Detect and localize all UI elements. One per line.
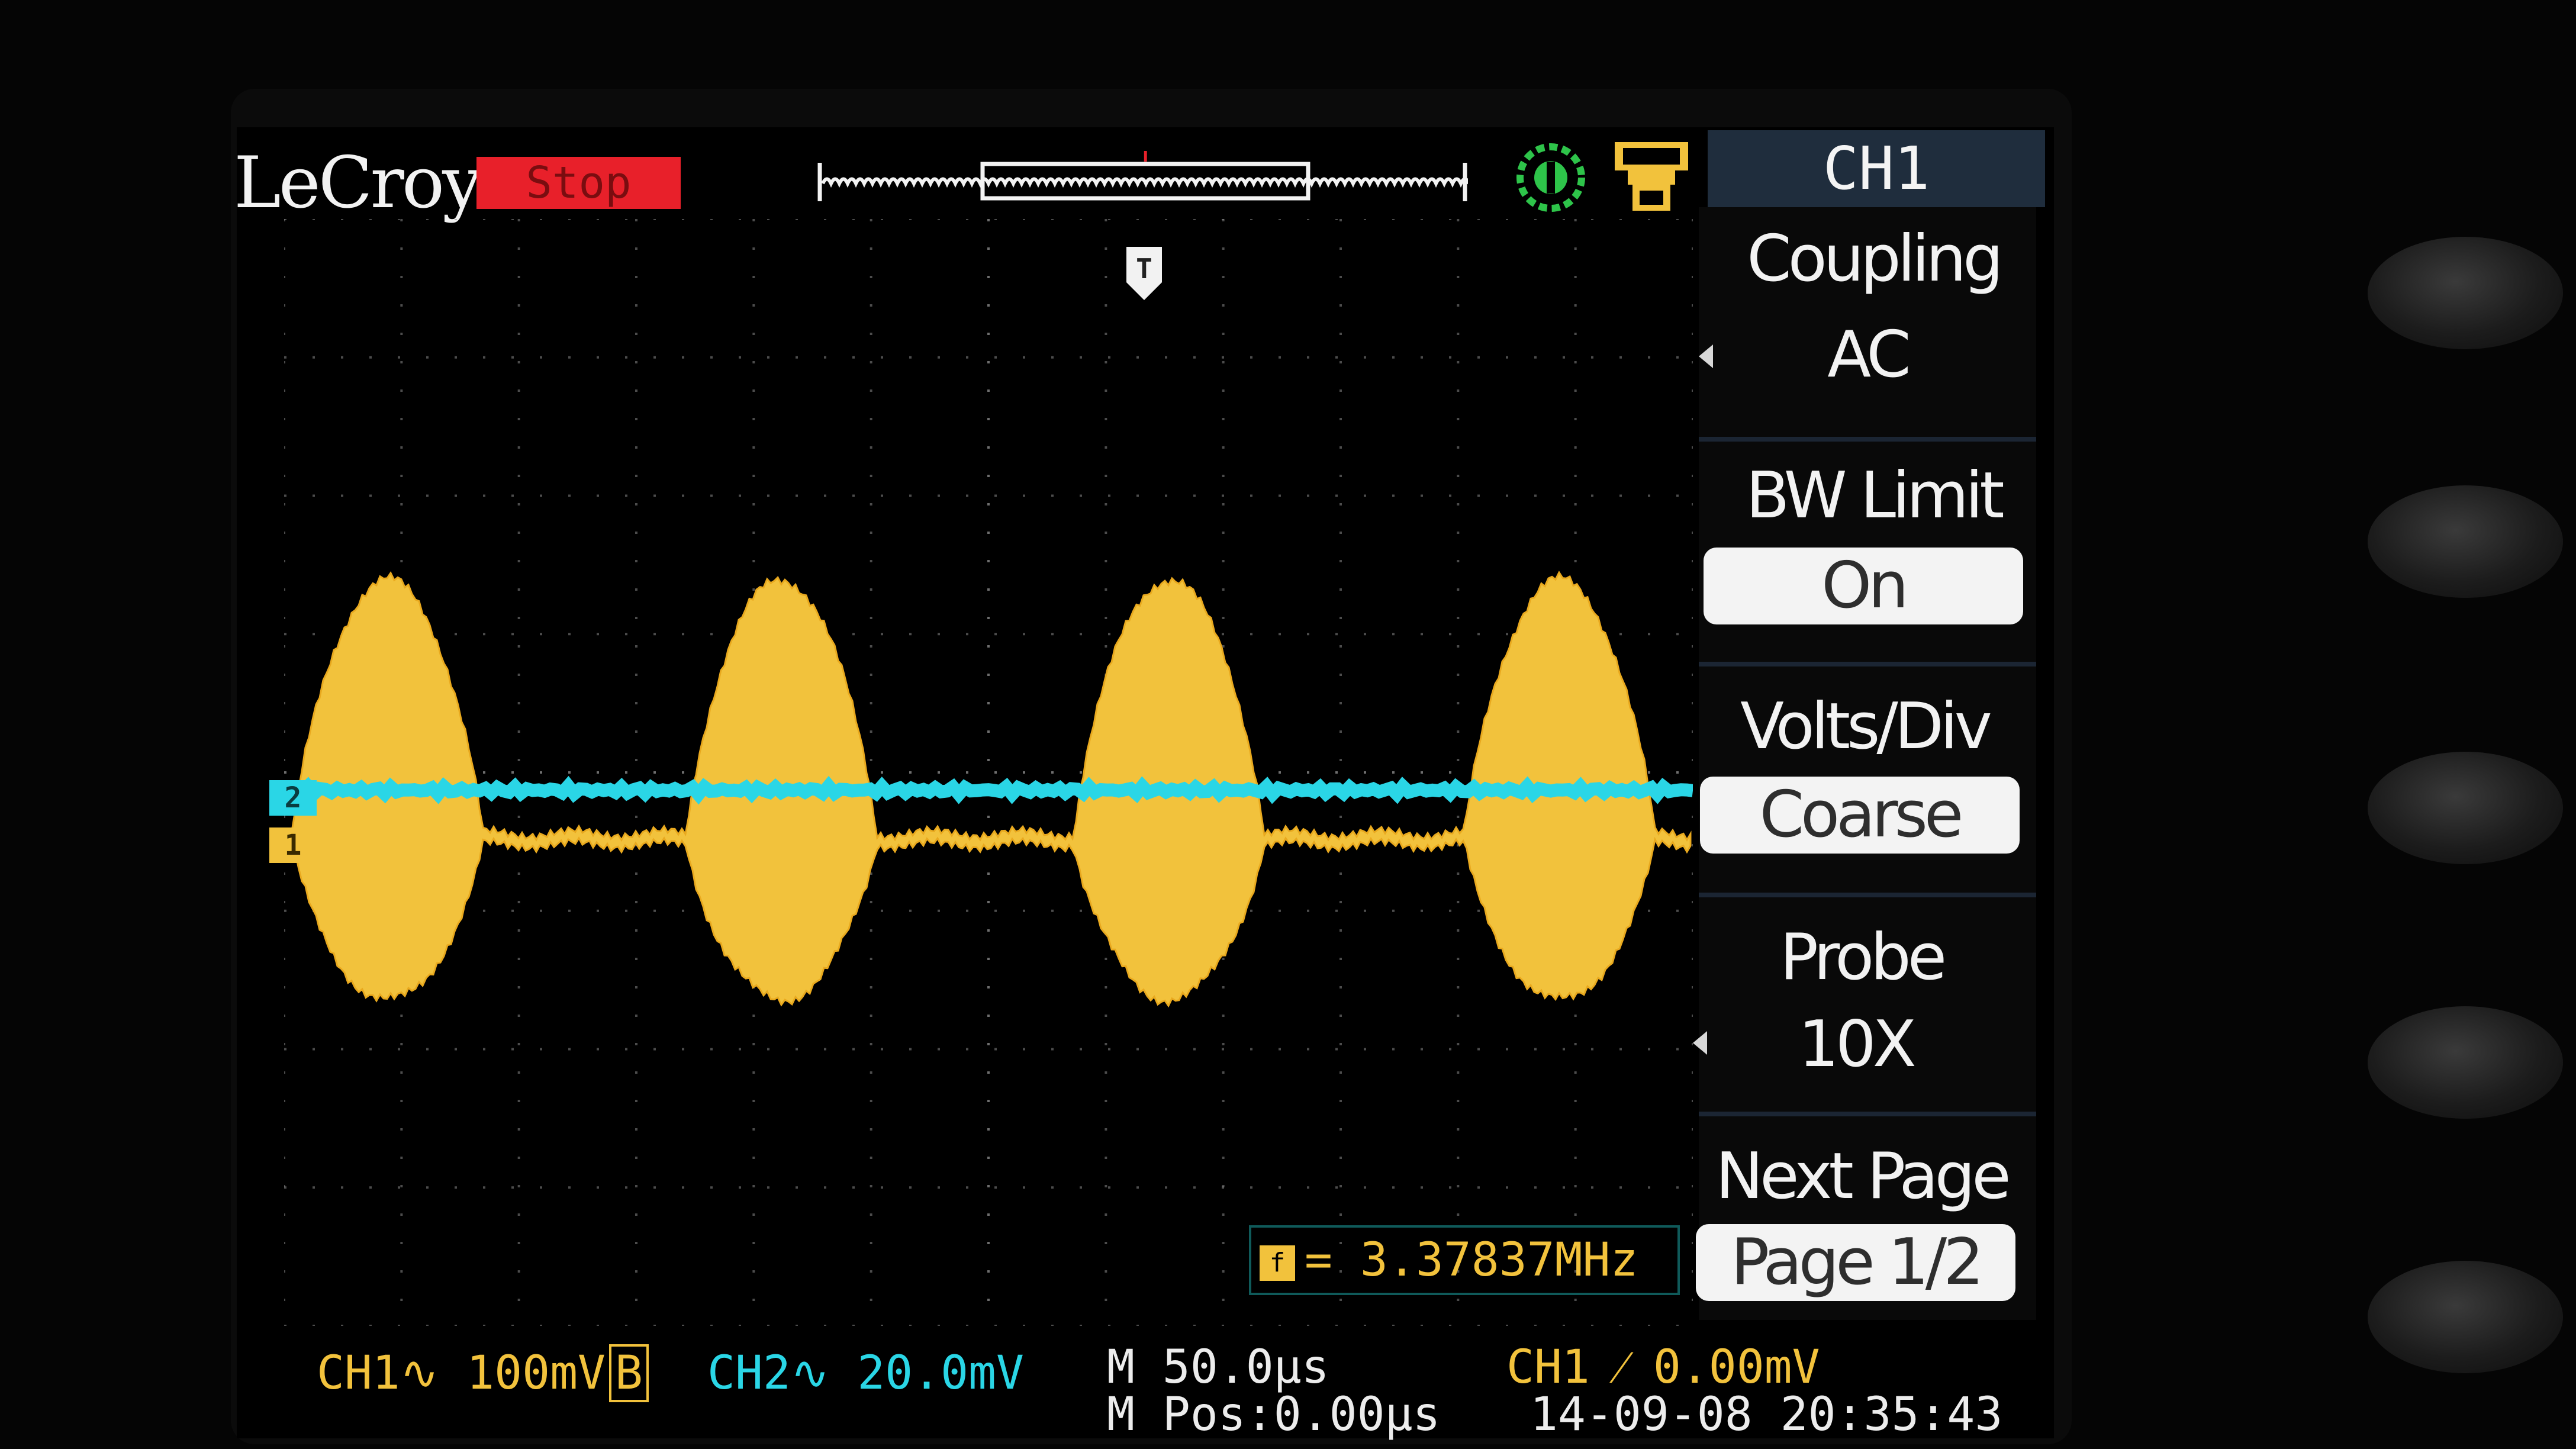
ch2-scale-readout: CH2∿ 20.0mV — [707, 1347, 1024, 1400]
menu-probe-label: Probe — [1779, 920, 1947, 994]
menu-title: CH1 — [1708, 130, 2045, 207]
ch1-waveform — [284, 571, 1692, 1008]
menu-probe-value[interactable]: 10X — [1798, 1007, 1916, 1081]
usb-storage-icon — [1615, 142, 1688, 211]
memory-timeline: T — [817, 151, 1468, 201]
ch1-bw-limit-badge: B — [609, 1344, 649, 1402]
horizontal-position-readout: M Pos:0.00μs — [1107, 1388, 1441, 1441]
ch2-waveform — [284, 775, 1693, 805]
timebase-readout: M 50.0μs — [1107, 1341, 1329, 1394]
menu-arrow-icon — [1693, 1031, 1707, 1055]
menu-bw-limit-value[interactable]: On — [1704, 548, 2023, 624]
softkey-1-button[interactable] — [2368, 237, 2563, 349]
softkey-3-button[interactable] — [2368, 752, 2563, 864]
menu-volts-div-value[interactable]: Coarse — [1700, 777, 2020, 854]
run-state-badge: Stop — [476, 157, 681, 209]
menu-divider — [1699, 893, 2036, 897]
brand-logo: LeCroy — [234, 142, 482, 224]
ch1-scale-readout: CH1∿ 100mV B — [317, 1344, 649, 1402]
waveform-display — [284, 219, 1693, 1326]
menu-divider — [1699, 437, 2036, 442]
menu-next-page-value[interactable]: Page 1/2 — [1696, 1224, 2015, 1301]
frequency-badge: f — [1260, 1245, 1295, 1281]
frequency-value: = 3.37837MHz — [1305, 1234, 1638, 1287]
ch2-level-marker[interactable]: 2 — [269, 780, 317, 816]
ch1-level-marker[interactable]: 1 — [269, 827, 317, 863]
menu-next-page-label: Next Page — [1715, 1139, 2011, 1213]
softkey-2-button[interactable] — [2368, 485, 2563, 598]
softkey-5-button[interactable] — [2368, 1261, 2563, 1373]
side-menu — [1699, 207, 2036, 1320]
green-status-icon — [1516, 143, 1585, 212]
menu-divider — [1699, 1112, 2036, 1116]
softkey-4-button[interactable] — [2368, 1006, 2563, 1119]
menu-bw-limit-label: BW Limit — [1746, 459, 2004, 533]
timeline-trigger-marker: T — [1139, 151, 1151, 167]
menu-divider — [1699, 662, 2036, 666]
trigger-position-marker: T — [1126, 247, 1162, 300]
menu-coupling-label: Coupling — [1747, 222, 2004, 296]
menu-arrow-icon — [1699, 344, 1713, 368]
date-time-readout: 14-09-08 20:35:43 — [1530, 1388, 2003, 1441]
frequency-readout: f = 3.37837MHz — [1249, 1225, 1680, 1295]
trigger-readout: CH1 ⁄ 0.00mV — [1506, 1341, 1820, 1394]
menu-coupling-value[interactable]: AC — [1827, 318, 1911, 392]
menu-volts-div-label: Volts/Div — [1740, 690, 1992, 764]
svg-text:T: T — [1136, 253, 1152, 285]
